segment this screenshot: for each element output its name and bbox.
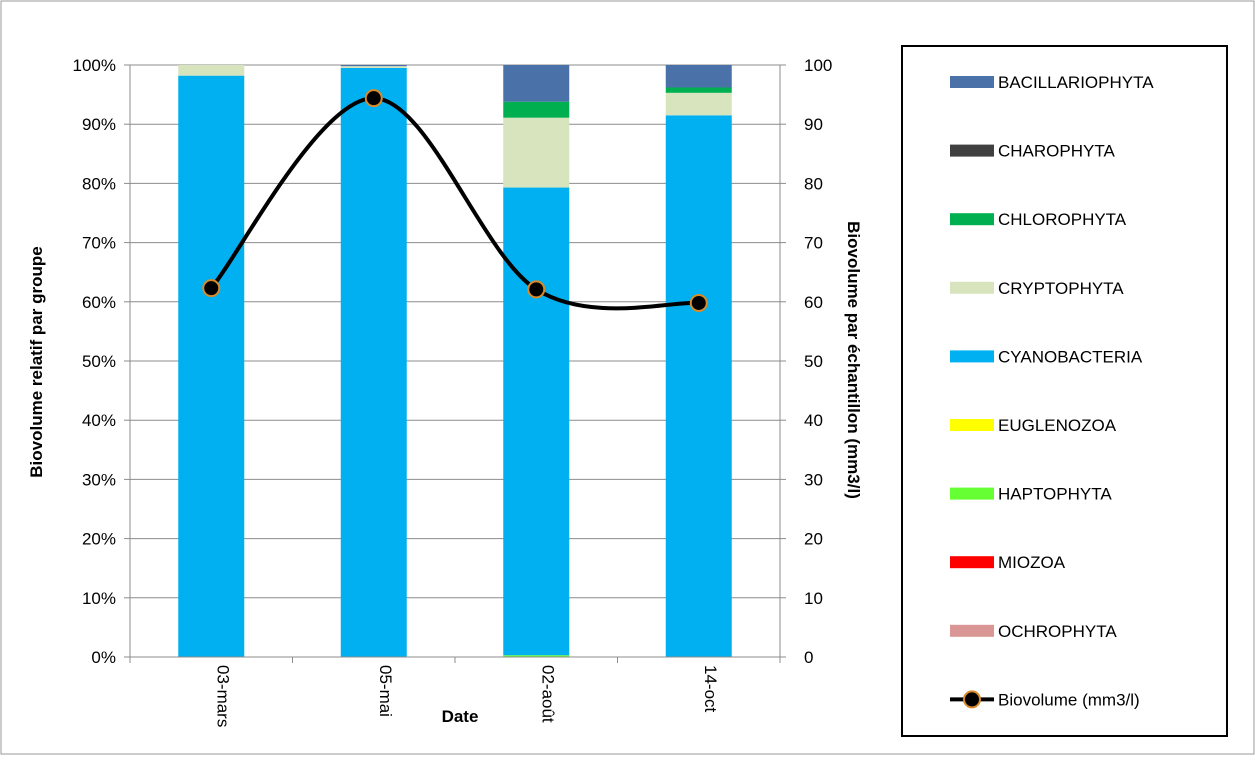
legend-label: BACILLARIOPHYTA bbox=[998, 73, 1154, 92]
legend-label: CYANOBACTERIA bbox=[998, 347, 1143, 366]
legend-label: EUGLENOZOA bbox=[998, 416, 1117, 435]
bar-segment-chlorophyta bbox=[666, 87, 732, 92]
y-tick-label: 30% bbox=[82, 470, 116, 489]
bar-segment-cryptophyta bbox=[503, 118, 569, 188]
legend-swatch-bacillariophyta bbox=[950, 76, 994, 88]
bar-segment-cryptophyta bbox=[341, 66, 407, 68]
legend-swatch-miozoa bbox=[950, 556, 994, 568]
y-tick-label: 10% bbox=[82, 589, 116, 608]
biovolume-point bbox=[528, 281, 544, 297]
legend-swatch-cyanobacteria bbox=[950, 350, 994, 362]
legend-label: CHAROPHYTA bbox=[998, 142, 1115, 161]
y2-tick-label: 0 bbox=[804, 648, 813, 667]
bar-segment-chlorophyta bbox=[503, 102, 569, 118]
biovolume-point bbox=[366, 90, 382, 106]
y2-axis-title: Biovolume par échantillon (mm3/l) bbox=[844, 221, 863, 499]
y-tick-label: 70% bbox=[82, 234, 116, 253]
y-axis-title: Biovolume relatif par groupe bbox=[27, 246, 46, 477]
y2-tick-label: 90 bbox=[804, 115, 823, 134]
legend: BACILLARIOPHYTA CHAROPHYTA CHLOROPHYTA CRYP… bbox=[902, 46, 1227, 736]
y2-tick-label: 40 bbox=[804, 411, 823, 430]
legend-line-marker bbox=[964, 691, 980, 707]
legend-swatch-ochrophyta bbox=[950, 625, 994, 637]
y-tick-label: 80% bbox=[82, 174, 116, 193]
legend-swatch-cryptophyta bbox=[950, 282, 994, 294]
bar-segment-cyanobacteria bbox=[503, 188, 569, 656]
y-tick-label: 60% bbox=[82, 293, 116, 312]
bar-segment-cyanobacteria bbox=[666, 115, 732, 657]
y-tick-label: 50% bbox=[82, 352, 116, 371]
legend-label: CHLOROPHYTA bbox=[998, 210, 1127, 229]
y2-tick-label: 30 bbox=[804, 470, 823, 489]
y2-tick-label: 50 bbox=[804, 352, 823, 371]
legend-label: CRYPTOPHYTA bbox=[998, 279, 1124, 298]
x-tick-label: 05-mai bbox=[376, 665, 395, 717]
bar-segment-bacillariophyta bbox=[341, 65, 407, 66]
x-tick-label: 14-oct bbox=[701, 665, 720, 713]
legend-swatch-chlorophyta bbox=[950, 213, 994, 225]
bar-segment-cryptophyta bbox=[666, 93, 732, 115]
legend-label: HAPTOPHYTA bbox=[998, 485, 1112, 504]
bar-segment-bacillariophyta bbox=[503, 65, 569, 102]
x-axis-title: Date bbox=[442, 707, 479, 726]
y2-tick-label: 100 bbox=[804, 56, 832, 75]
y2-tick-label: 10 bbox=[804, 589, 823, 608]
x-tick-label: 02-août bbox=[538, 665, 557, 723]
legend-label: OCHROPHYTA bbox=[998, 622, 1117, 641]
y-tick-label: 40% bbox=[82, 411, 116, 430]
y2-tick-label: 20 bbox=[804, 530, 823, 549]
x-tick-label: 03-mars bbox=[213, 665, 232, 727]
y-tick-label: 90% bbox=[82, 115, 116, 134]
y-tick-label: 0% bbox=[91, 648, 116, 667]
y-tick-label: 100% bbox=[73, 56, 116, 75]
bar-segment-cyanobacteria bbox=[341, 68, 407, 657]
legend-swatch-haptophyta bbox=[950, 488, 994, 500]
biovolume-point bbox=[203, 280, 219, 296]
y-tick-label: 20% bbox=[82, 530, 116, 549]
y2-tick-label: 80 bbox=[804, 174, 823, 193]
legend-label: Biovolume (mm3/l) bbox=[998, 690, 1140, 709]
bar-segment-cryptophyta bbox=[178, 65, 244, 76]
legend-swatch-charophyta bbox=[950, 145, 994, 157]
legend-swatch-euglenozoa bbox=[950, 419, 994, 431]
legend-label: MIOZOA bbox=[998, 553, 1066, 572]
bar-segment-bacillariophyta bbox=[666, 65, 732, 87]
bar-segment-cyanobacteria bbox=[178, 76, 244, 657]
biovolume-point bbox=[691, 295, 707, 311]
y2-tick-label: 60 bbox=[804, 293, 823, 312]
y2-tick-label: 70 bbox=[804, 234, 823, 253]
